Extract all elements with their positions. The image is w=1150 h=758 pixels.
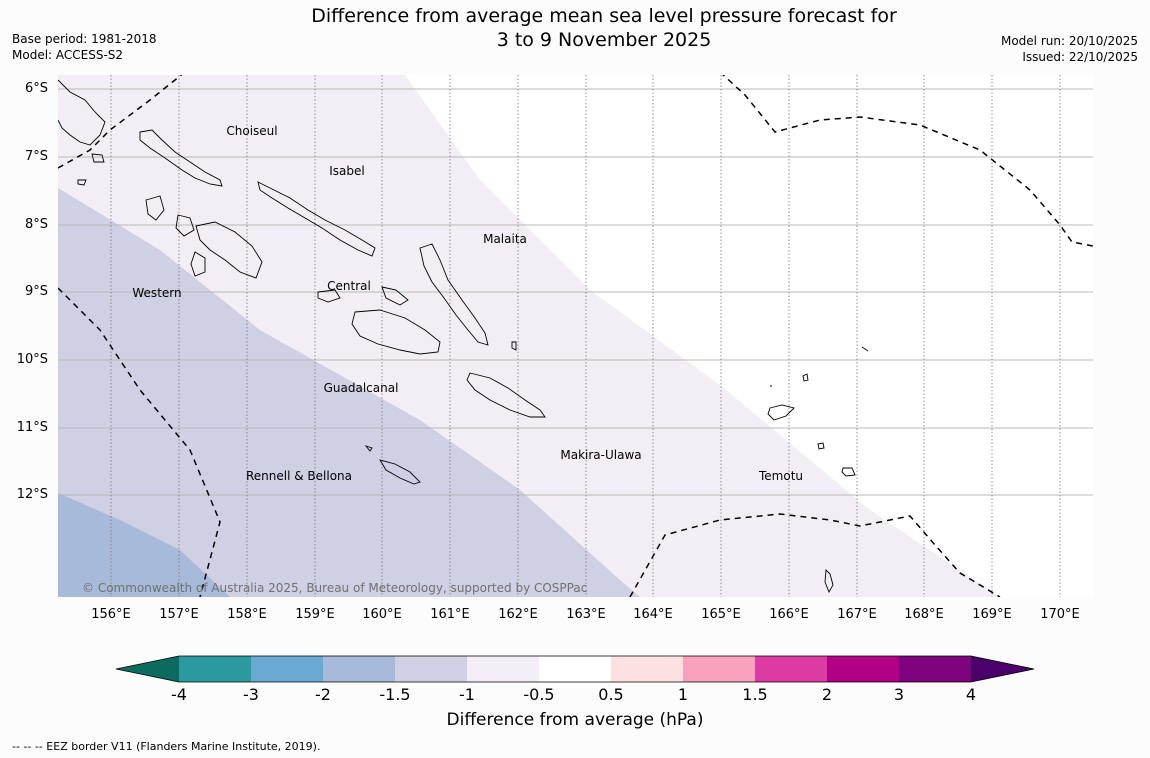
lon-label: 161°E	[430, 607, 470, 622]
eez-borders	[58, 75, 1093, 597]
lon-label: 162°E	[498, 607, 538, 622]
colorbar-bin-m05-05	[539, 656, 611, 682]
colorbar-bin-1-15	[683, 656, 755, 682]
colorbar-tick: -1	[459, 685, 475, 704]
label-isabel: Isabel	[329, 164, 364, 178]
label-temotu: Temotu	[758, 469, 803, 483]
meta-left: Base period: 1981-2018 Model: ACCESS-S2	[12, 31, 157, 63]
lat-label: 12°S	[16, 487, 48, 502]
model-run: Model run: 20/10/2025	[1000, 34, 1138, 48]
colorbar-tick: 2	[821, 685, 833, 704]
anomaly-band-m2-m15	[58, 493, 230, 597]
lon-label: 166°E	[769, 607, 809, 622]
lat-label: 6°S	[24, 81, 48, 96]
meta-right: Model run: 20/10/2025 Issued: 22/10/2025	[1001, 33, 1138, 65]
colorbar-bin-15-2	[755, 656, 827, 682]
label-makira-ulawa: Makira-Ulawa	[560, 448, 641, 462]
bougainville-island	[58, 79, 106, 146]
land-outlines	[58, 79, 869, 594]
colorbar-extend-low	[116, 656, 179, 682]
nggela-islands	[317, 286, 409, 306]
colorbar-tick: -3	[243, 685, 259, 704]
colorbar-bin-05-1	[611, 656, 683, 682]
latitude-gridlines	[58, 88, 1093, 496]
bellona-island	[364, 445, 373, 452]
copyright-notice: © Commonwealth of Australia 2025, Bureau…	[82, 581, 587, 595]
lon-label: 157°E	[159, 607, 199, 622]
makira-island	[466, 372, 546, 418]
rennell-island	[379, 459, 421, 485]
isabel-island	[257, 181, 376, 257]
label-central: Central	[327, 279, 371, 293]
map-title-line2: 3 to 9 November 2025	[496, 29, 712, 51]
colorbar-tick: 1	[677, 685, 689, 704]
base-period: Base period: 1981-2018	[12, 32, 157, 46]
colorbar-tick: 4	[965, 685, 977, 704]
model-name: Model: ACCESS-S2	[12, 48, 124, 62]
lon-label: 167°E	[837, 607, 877, 622]
lon-label: 158°E	[227, 607, 267, 622]
colorbar-tick: -4	[171, 685, 187, 704]
shortland-islands	[77, 153, 105, 186]
colorbar-bin-m4-m3	[179, 656, 251, 682]
eez-footnote: -- -- -- EEZ border V11 (Flanders Marine…	[12, 740, 321, 753]
colorbar-tick: 0.5	[598, 685, 624, 704]
label-western: Western	[132, 286, 181, 300]
lat-label: 10°S	[16, 352, 48, 367]
malaita-island	[419, 243, 489, 346]
lat-label: 8°S	[24, 217, 48, 232]
colorbar-tick: -1.5	[379, 685, 411, 704]
colorbar	[115, 655, 1035, 683]
issued-date: Issued: 22/10/2025	[1022, 50, 1138, 64]
colorbar-label: Difference from average (hPa)	[446, 710, 704, 730]
label-malaita: Malaita	[483, 232, 527, 246]
label-guadalcanal: Guadalcanal	[324, 381, 399, 395]
lat-label: 7°S	[24, 149, 48, 164]
longitude-gridlines	[110, 75, 1061, 597]
lon-label: 164°E	[633, 607, 673, 622]
lon-label: 165°E	[701, 607, 741, 622]
colorbar-bin-m15-m1	[395, 656, 467, 682]
lon-label: 163°E	[566, 607, 606, 622]
province-labels: Choiseul Isabel Malaita Western Central …	[132, 124, 803, 483]
colorbar-tick: 1.5	[742, 685, 768, 704]
colorbar-bin-3-4	[899, 656, 971, 682]
colorbar-tick: -0.5	[523, 685, 555, 704]
colorbar-bin-m1-m05	[467, 656, 539, 682]
new-georgia-group	[145, 195, 263, 279]
colorbar-tick: 3	[893, 685, 905, 704]
label-rennell-bellona: Rennell & Bellona	[246, 469, 352, 483]
colorbar-bin-2-3	[827, 656, 899, 682]
guadalcanal-island	[351, 309, 441, 355]
colorbar-tick: -2	[315, 685, 331, 704]
lon-label: 168°E	[904, 607, 944, 622]
rendova-island	[190, 251, 206, 277]
choiseul-island	[139, 129, 223, 187]
lon-label: 159°E	[295, 607, 335, 622]
colorbar-bin-m3-m2	[251, 656, 323, 682]
label-choiseul: Choiseul	[226, 124, 277, 138]
colorbar-bin-m2-m15	[323, 656, 395, 682]
lat-label: 11°S	[16, 420, 48, 435]
lon-label: 156°E	[91, 607, 131, 622]
colorbar-extend-high	[971, 656, 1034, 682]
santa-cruz-islands	[767, 404, 856, 477]
lon-label: 160°E	[362, 607, 402, 622]
lon-label: 169°E	[972, 607, 1012, 622]
lat-label: 9°S	[24, 284, 48, 299]
map-title-line1: Difference from average mean sea level p…	[311, 5, 897, 27]
temotu-small-islands	[511, 341, 869, 594]
lon-label: 170°E	[1040, 607, 1080, 622]
